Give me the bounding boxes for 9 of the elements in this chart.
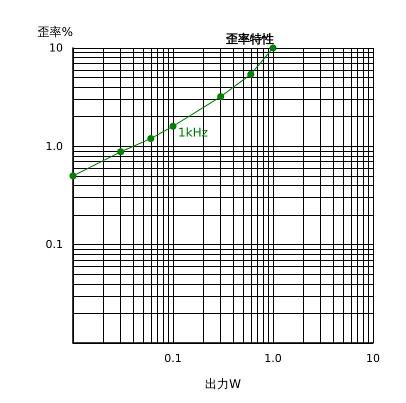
x-axis-title: 出力W [205,377,242,391]
x-tick-label: 10 [366,352,380,365]
y-tick-label: 0.1 [46,238,63,252]
x-tick-label: 1.0 [264,352,282,365]
y-tick-label: 1.0 [46,140,63,153]
y-axis-title: 歪率% [38,25,73,39]
x-tick-label: 0.1 [164,352,182,365]
chart-title: 歪率特性 [225,32,274,46]
y-tick-label: 10 [49,42,63,54]
